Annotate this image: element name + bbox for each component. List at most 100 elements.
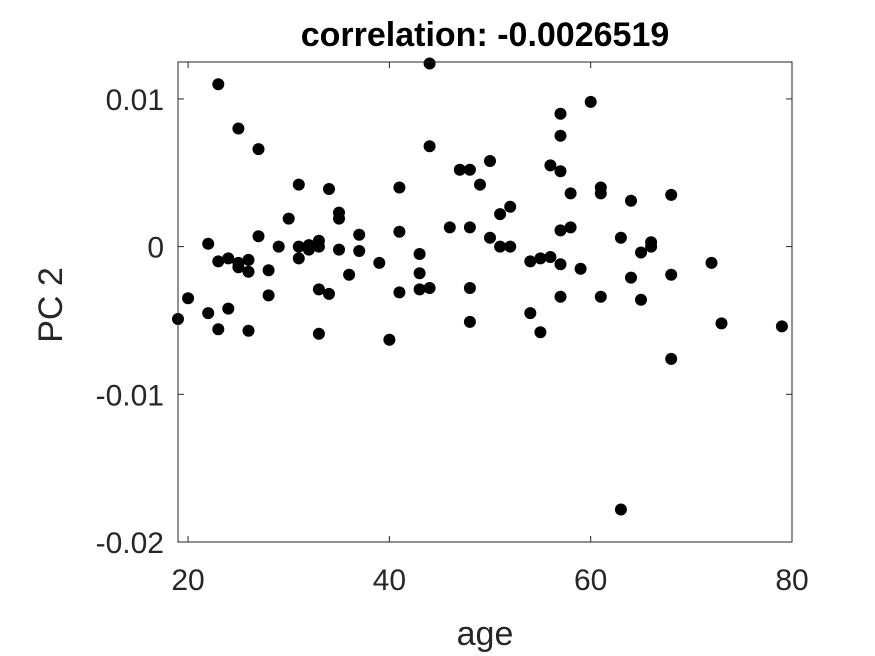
- data-point-81: [614, 231, 627, 244]
- data-point-86: [635, 293, 647, 306]
- data-point-76: [574, 262, 587, 275]
- data-point-89: [665, 188, 678, 201]
- data-point-68: [554, 107, 567, 120]
- data-point-72: [554, 258, 567, 271]
- data-point-33: [333, 212, 345, 225]
- data-point-45: [413, 283, 426, 296]
- data-point-58: [494, 208, 507, 221]
- data-point-34: [333, 243, 345, 256]
- data-point-4: [212, 78, 225, 91]
- data-point-12: [242, 253, 255, 266]
- data-point-46: [423, 57, 436, 70]
- data-point-22: [292, 240, 305, 253]
- data-point-51: [463, 163, 476, 176]
- data-point-25: [302, 239, 315, 252]
- data-point-59: [494, 240, 507, 253]
- data-point-19: [272, 240, 285, 253]
- x-tick-label: 80: [775, 564, 808, 597]
- data-point-44: [413, 267, 426, 280]
- data-point-65: [534, 326, 547, 339]
- data-point-29: [312, 327, 325, 340]
- data-point-90: [665, 268, 678, 281]
- plot-area: [178, 62, 792, 542]
- data-point-31: [323, 287, 335, 300]
- data-point-17: [262, 264, 275, 277]
- data-point-47: [423, 140, 436, 153]
- data-point-56: [484, 155, 496, 167]
- y-axis-label: PC 2: [32, 267, 70, 343]
- data-point-79: [594, 187, 607, 200]
- data-point-57: [484, 231, 496, 244]
- data-point-16: [252, 230, 265, 243]
- data-point-35: [343, 268, 356, 281]
- data-point-27: [312, 240, 325, 253]
- data-point-55: [474, 178, 486, 191]
- data-point-85: [635, 246, 647, 259]
- data-point-11: [232, 256, 245, 269]
- x-tick-label: 60: [574, 564, 607, 597]
- data-point-49: [443, 221, 456, 234]
- data-point-52: [463, 221, 476, 234]
- data-point-61: [504, 240, 517, 253]
- plot-frame: [177, 61, 793, 543]
- data-point-3: [202, 307, 215, 320]
- data-point-60: [504, 200, 517, 213]
- data-point-8: [222, 302, 235, 315]
- y-tick-label: -0.01: [96, 379, 164, 412]
- data-point-9: [232, 122, 245, 135]
- x-tick-label: 40: [373, 564, 406, 597]
- y-tick-label: 0: [147, 232, 164, 265]
- data-point-80: [594, 290, 607, 303]
- data-point-2: [202, 237, 215, 250]
- data-point-83: [625, 194, 637, 207]
- data-points: [172, 57, 788, 516]
- data-point-94: [775, 320, 788, 333]
- data-point-62: [524, 255, 537, 268]
- data-point-7: [222, 252, 235, 265]
- data-point-69: [554, 129, 567, 142]
- data-point-13: [242, 265, 255, 278]
- data-point-41: [393, 225, 406, 238]
- data-point-23: [292, 252, 305, 265]
- data-point-39: [383, 333, 396, 346]
- data-point-82: [614, 503, 627, 516]
- data-point-75: [564, 221, 577, 234]
- data-point-21: [292, 178, 305, 191]
- data-point-50: [453, 163, 466, 176]
- data-point-92: [705, 256, 718, 269]
- data-point-38: [373, 256, 386, 269]
- data-point-74: [564, 187, 577, 200]
- y-tick-label: 0.01: [106, 84, 164, 117]
- chart-title: correlation: -0.0026519: [301, 16, 670, 54]
- data-point-14: [242, 324, 255, 337]
- data-point-67: [544, 251, 557, 263]
- data-point-1: [182, 292, 195, 305]
- data-point-28: [312, 283, 325, 296]
- data-point-36: [353, 228, 366, 241]
- x-axis-label: age: [457, 615, 514, 653]
- data-point-93: [715, 317, 728, 330]
- data-point-66: [544, 159, 557, 172]
- data-point-37: [353, 245, 366, 257]
- data-point-48: [423, 282, 436, 294]
- data-point-73: [554, 290, 567, 303]
- data-point-88: [645, 240, 658, 253]
- data-point-6: [212, 323, 225, 336]
- data-point-70: [554, 165, 567, 178]
- data-point-20: [282, 212, 295, 225]
- data-point-40: [393, 181, 406, 194]
- data-point-15: [252, 143, 265, 156]
- data-point-91: [665, 352, 678, 365]
- data-point-5: [212, 255, 225, 268]
- x-tick-label: 20: [171, 564, 204, 597]
- data-point-84: [625, 271, 637, 284]
- y-tick-label: -0.02: [96, 527, 164, 560]
- data-point-77: [584, 95, 597, 108]
- data-point-43: [413, 248, 426, 260]
- data-point-71: [554, 224, 567, 237]
- data-point-53: [463, 282, 476, 294]
- data-point-54: [463, 315, 476, 328]
- data-point-64: [534, 252, 547, 265]
- data-point-42: [393, 286, 406, 299]
